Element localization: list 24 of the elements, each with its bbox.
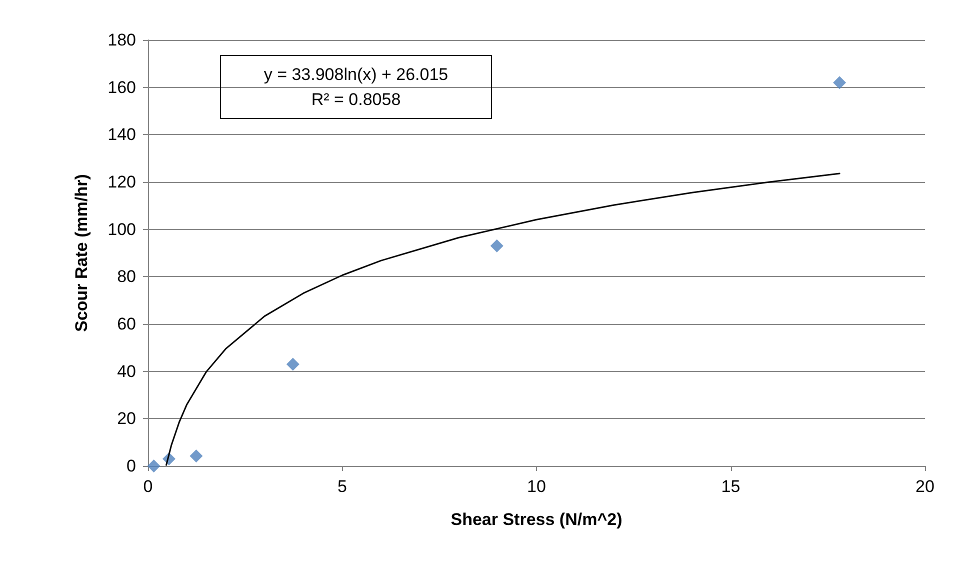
x-tick-label: 15	[721, 477, 740, 496]
y-tick-label: 60	[117, 314, 136, 334]
y-tick-label: 140	[108, 125, 136, 144]
point	[490, 239, 504, 252]
x-axis-title: Shear Stress (N/m^2)	[450, 510, 622, 529]
x-tick-label: 10	[527, 477, 546, 496]
y-tick-label: 40	[117, 362, 136, 381]
point	[147, 460, 160, 472]
x-tick-label: 0	[143, 477, 153, 496]
annotation: R² = 0.8058	[310, 89, 402, 111]
y-tick-label: 100	[108, 220, 136, 239]
y-axis-title: Scour Rate (mm/hr)	[72, 174, 91, 332]
y-tick-label: 20	[117, 409, 136, 428]
point	[286, 358, 300, 371]
y-tick-label: 120	[108, 172, 136, 192]
point	[833, 76, 846, 90]
y-tick-label: 80	[117, 267, 136, 286]
annotation: y = 33.908ln(x) + 26.015	[262, 64, 450, 86]
y-tick-label: 180	[108, 30, 136, 50]
y-tick-label: 0	[126, 456, 136, 476]
x-tick-label: 20	[916, 477, 934, 496]
y-tick-label: 160	[108, 78, 136, 97]
point	[190, 450, 203, 463]
x-tick-label: 5	[338, 477, 347, 496]
